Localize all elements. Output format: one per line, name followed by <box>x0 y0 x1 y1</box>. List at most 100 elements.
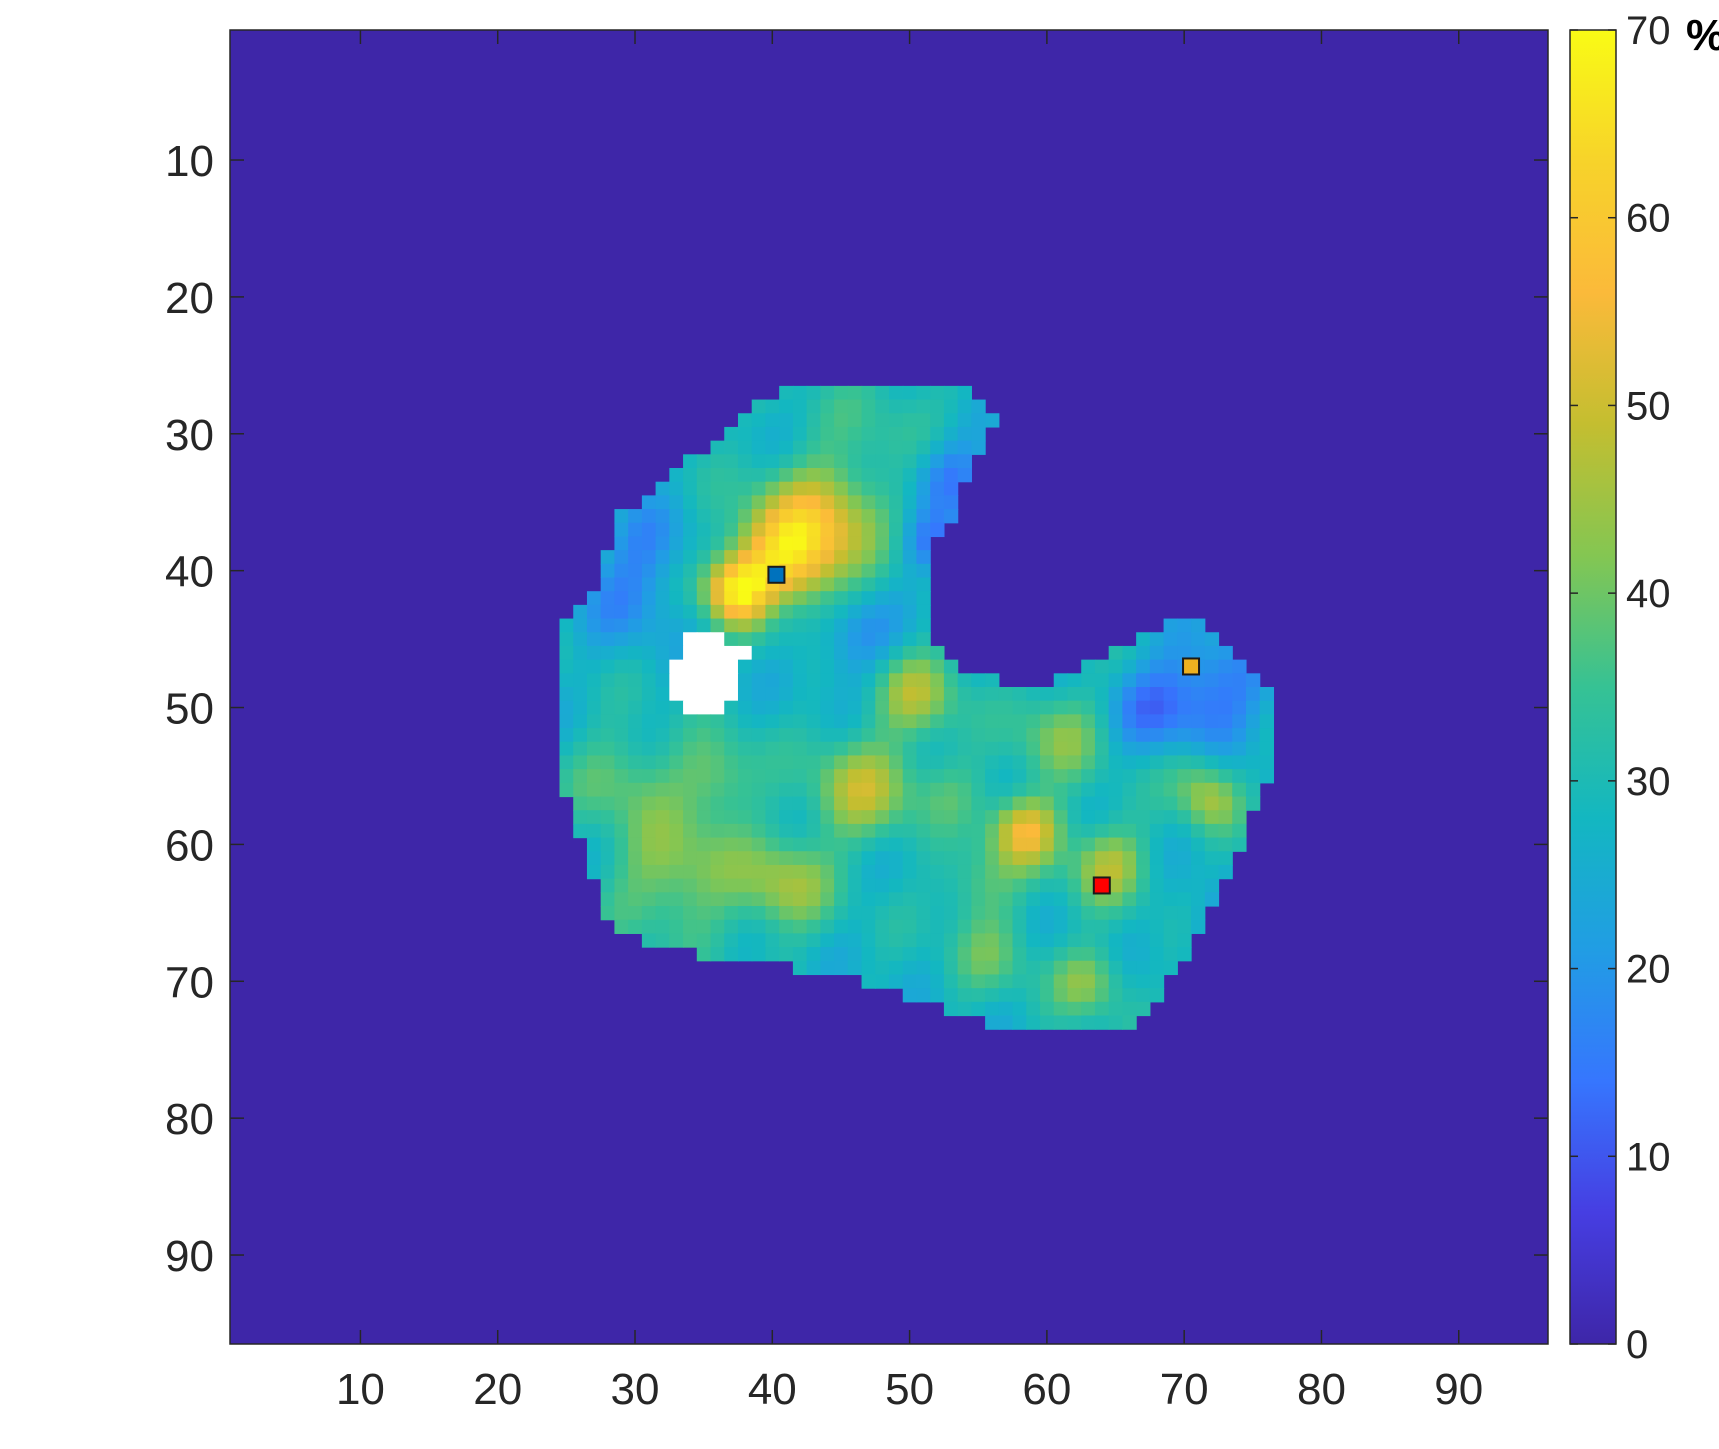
heatmap-cell <box>834 440 849 455</box>
heatmap-cell <box>724 632 739 647</box>
heatmap-cell <box>1122 919 1137 934</box>
heatmap-cell <box>861 604 876 620</box>
heatmap-cell <box>1040 851 1055 866</box>
heatmap-cell <box>1067 714 1082 729</box>
heatmap-cell <box>820 810 835 825</box>
heatmap-cell <box>586 755 602 770</box>
heatmap-cell <box>751 823 767 839</box>
heatmap-cell <box>1094 755 1110 770</box>
heatmap-cell <box>834 947 849 962</box>
heatmap-cell <box>1108 796 1123 811</box>
heatmap-cell <box>724 604 739 620</box>
heatmap-cell <box>820 851 835 866</box>
heatmap-cell <box>614 522 629 538</box>
heatmap-cell <box>820 509 835 524</box>
heatmap-cell <box>1163 632 1178 647</box>
heatmap-cell <box>641 851 657 866</box>
heatmap-cell <box>889 577 904 592</box>
heatmap-cell <box>889 659 904 674</box>
heatmap-cell <box>792 426 808 442</box>
heatmap-cell <box>902 947 918 962</box>
heatmap-cell <box>1163 728 1178 743</box>
heatmap-cell <box>889 632 904 647</box>
heatmap-cell <box>889 399 904 414</box>
heatmap-cell <box>985 741 1000 757</box>
heatmap-cell <box>792 837 808 852</box>
heatmap-cell <box>573 604 588 620</box>
heatmap-cell <box>943 796 959 811</box>
heatmap-cell <box>930 769 945 784</box>
heatmap-cell <box>1122 796 1137 811</box>
heatmap-cell <box>902 468 918 483</box>
heatmap-cell <box>737 413 753 428</box>
heatmap-cell <box>765 426 780 442</box>
heatmap-cell <box>751 864 767 880</box>
heatmap-cell <box>765 618 780 633</box>
heatmap-cell <box>998 864 1014 880</box>
heatmap-cell <box>1218 673 1233 688</box>
heatmap-cell <box>641 659 657 674</box>
heatmap-cell <box>875 837 890 852</box>
heatmap-cell <box>696 933 712 948</box>
heatmap-cell <box>971 673 986 688</box>
heatmap-cell <box>792 509 808 524</box>
heatmap-cell <box>710 919 725 934</box>
heatmap-cell <box>1012 851 1027 866</box>
heatmap-cell <box>1136 714 1151 729</box>
heatmap-cell <box>779 782 794 798</box>
heatmap-cell <box>1040 687 1055 702</box>
heatmap-cell <box>875 632 890 647</box>
heatmap-cell <box>834 782 849 798</box>
heatmap-cell <box>902 454 918 469</box>
heatmap-cell <box>655 509 670 524</box>
heatmap-cell <box>834 563 849 579</box>
heatmap-cell <box>765 796 780 811</box>
heatmap-cell <box>1094 864 1110 880</box>
heatmap-cell <box>1026 769 1041 784</box>
heatmap-cell <box>779 632 794 647</box>
heatmap-cell <box>1094 659 1110 674</box>
heatmap-cell <box>737 714 753 729</box>
heatmap-cell <box>861 413 876 428</box>
heatmap-cell <box>792 454 808 469</box>
heatmap-cell <box>916 618 931 633</box>
heatmap-cell <box>834 700 849 715</box>
heatmap-cell <box>1081 906 1096 921</box>
heatmap-cell <box>655 618 670 633</box>
heatmap-cell <box>861 659 876 674</box>
heatmap-cell <box>1136 906 1151 921</box>
heatmap-cell <box>861 714 876 729</box>
heatmap-cell <box>751 454 767 469</box>
heatmap-cell <box>710 522 725 538</box>
heatmap-cell <box>1204 823 1220 839</box>
heatmap-cell <box>985 714 1000 729</box>
heatmap-cell <box>1122 769 1137 784</box>
heatmap-cell <box>971 960 986 976</box>
heatmap-cell <box>806 741 821 757</box>
heatmap-cell <box>669 837 684 852</box>
heatmap-cell <box>889 604 904 620</box>
heatmap-cell <box>847 960 863 976</box>
heatmap-cell <box>669 769 684 784</box>
heatmap-cell <box>889 687 904 702</box>
heatmap-cell <box>889 673 904 688</box>
heatmap-cell <box>834 454 849 469</box>
heatmap-cell <box>765 919 780 934</box>
heatmap-cell <box>1163 645 1178 661</box>
heatmap-cell <box>1081 974 1096 989</box>
heatmap-cell <box>1108 947 1123 962</box>
heatmap-cell <box>1094 782 1110 798</box>
heatmap-cell <box>765 413 780 428</box>
heatmap-cell <box>641 604 657 620</box>
heatmap-cell <box>669 906 684 921</box>
heatmap-cell <box>600 659 616 674</box>
heatmap-cell <box>820 495 835 510</box>
heatmap-cell <box>573 714 588 729</box>
heatmap-cell <box>1053 741 1069 757</box>
heatmap-cell <box>559 687 574 702</box>
heatmap-cell <box>669 673 684 688</box>
heatmap-cell <box>820 550 835 565</box>
heatmap-cell <box>737 536 753 551</box>
heatmap-cell <box>875 591 890 606</box>
heatmap-cell <box>957 919 972 934</box>
